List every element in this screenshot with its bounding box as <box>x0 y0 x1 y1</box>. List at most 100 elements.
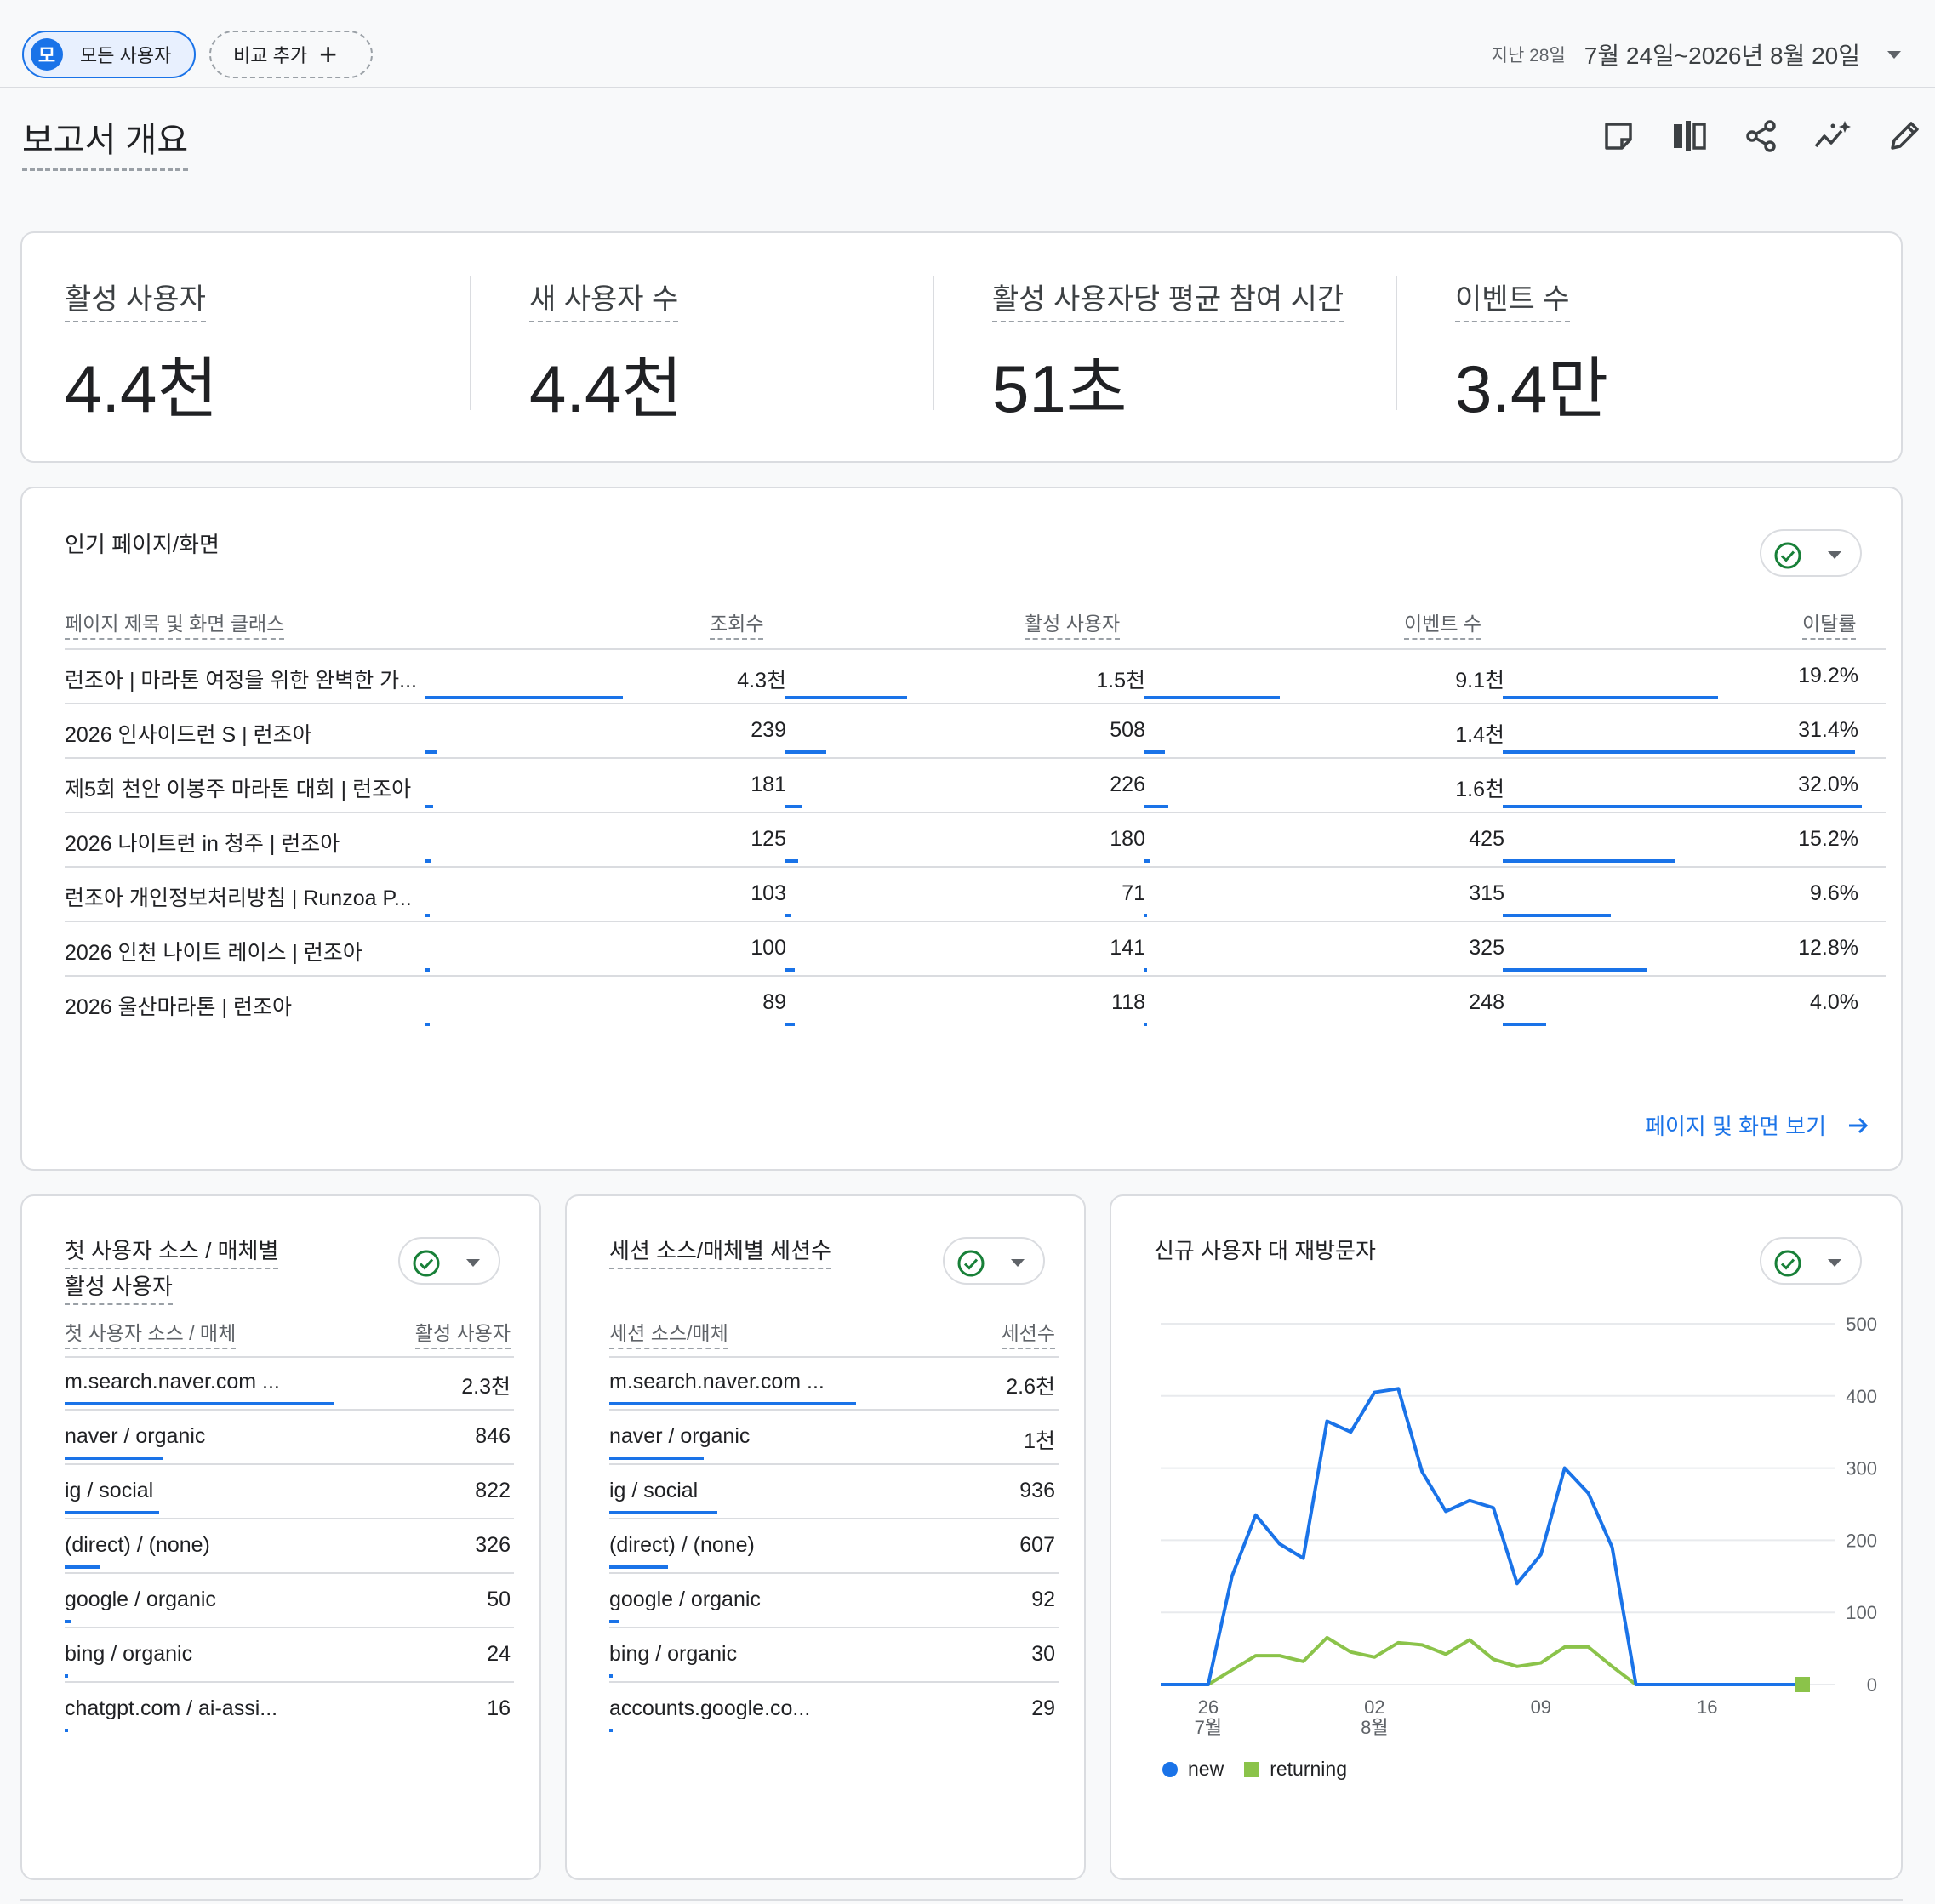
source-cell[interactable]: accounts.google.co... <box>609 1696 811 1720</box>
y-tick-label: 0 <box>1867 1674 1877 1696</box>
table-cell-users: 118 <box>1111 990 1145 1014</box>
new-vs-returning-card: 신규 사용자 대 재방문자 0 100 200 300 400 500 26 7월 02 8월 09… <box>1110 1194 1903 1880</box>
metric-active-users[interactable]: 활성 사용자 4.4천 <box>65 276 218 431</box>
source-cell[interactable]: m.search.naver.com ... <box>609 1370 825 1394</box>
metric-new-users[interactable]: 새 사용자 수 4.4천 <box>529 276 682 431</box>
edit-icon[interactable] <box>1886 117 1923 155</box>
table-cell-views: 239 <box>751 718 786 742</box>
source-cell[interactable]: m.search.naver.com ... <box>65 1370 280 1394</box>
table-divider <box>65 648 1886 650</box>
comparison-check-dropdown[interactable] <box>398 1237 500 1285</box>
table-cell-views: 125 <box>751 827 786 851</box>
caret-down-icon <box>1828 551 1841 559</box>
segment-chip-all-users[interactable]: 모 모든 사용자 <box>22 31 196 78</box>
insights-icon[interactable] <box>1814 117 1852 155</box>
note-icon[interactable] <box>1600 117 1637 155</box>
value-cell: 607 <box>1019 1533 1055 1557</box>
comparison-check-dropdown[interactable] <box>1760 529 1862 577</box>
page-title-cell[interactable]: 런조아 | 마라톤 여정을 위한 완벽한 가... <box>65 669 418 693</box>
source-bar <box>65 1457 164 1460</box>
column-header-active-users[interactable]: 활성 사용자 <box>1025 607 1121 640</box>
page-title-cell[interactable]: 2026 나이트런 in 청주 | 런조아 <box>65 832 340 856</box>
metric-avg-engagement[interactable]: 활성 사용자당 평균 참여 시간 51초 <box>992 276 1344 431</box>
table-divider <box>65 1518 514 1519</box>
value-cell: 30 <box>1031 1642 1055 1666</box>
column-header-views[interactable]: 조회수 <box>710 607 764 640</box>
column-header-bounce-rate[interactable]: 이탈률 <box>1802 607 1857 640</box>
column-header-session-source[interactable]: 세션 소스/매체 <box>609 1317 728 1349</box>
source-cell[interactable]: google / organic <box>609 1588 761 1611</box>
metric-label: 활성 사용자 <box>65 276 206 322</box>
date-range-picker[interactable]: 지난 28일 7월 24일~2026년 8월 20일 <box>1492 37 1901 71</box>
page-title-cell[interactable]: 제5회 천안 이봉주 마라톤 대회 | 런조아 <box>65 778 412 801</box>
source-cell[interactable]: naver / organic <box>609 1424 751 1448</box>
source-bar <box>65 1729 68 1732</box>
series-point-returning-last[interactable] <box>1795 1677 1810 1692</box>
metric-event-count[interactable]: 이벤트 수 3.4만 <box>1455 276 1608 431</box>
source-cell[interactable]: bing / organic <box>65 1642 193 1666</box>
table-bar-bounce <box>1503 1023 1546 1026</box>
table-bar-bounce <box>1503 859 1675 863</box>
add-comparison-button[interactable]: 비교 추가 + <box>209 31 373 78</box>
page-title-cell[interactable]: 2026 인천 나이트 레이스 | 런조아 <box>65 941 362 965</box>
table-bar-views <box>425 805 434 808</box>
source-cell[interactable]: (direct) / (none) <box>609 1533 755 1557</box>
table-cell-events: 315 <box>1469 881 1504 905</box>
value-cell: 92 <box>1031 1588 1055 1611</box>
table-bar-views <box>425 750 437 754</box>
view-pages-link[interactable]: 페이지 및 화면 보기 <box>1645 1109 1870 1141</box>
page-title-cell[interactable]: 2026 인사이드런 S | 런조아 <box>65 723 312 747</box>
share-icon[interactable] <box>1743 117 1780 155</box>
source-bar <box>609 1457 704 1460</box>
caret-down-icon <box>1828 1259 1841 1267</box>
source-cell[interactable]: google / organic <box>65 1588 216 1611</box>
column-header-source[interactable]: 첫 사용자 소스 / 매체 <box>65 1317 237 1349</box>
check-circle-icon <box>1774 1250 1801 1277</box>
source-bar <box>65 1620 71 1623</box>
table-cell-events: 9.1천 <box>1455 669 1504 693</box>
value-cell: 16 <box>487 1696 511 1720</box>
page-title-cell[interactable]: 2026 울산마라톤 | 런조아 <box>65 995 292 1019</box>
column-header-page-title[interactable]: 페이지 제목 및 화면 클래스 <box>65 607 285 640</box>
source-bar <box>65 1674 69 1678</box>
table-cell-views: 181 <box>751 772 786 796</box>
report-toolbar <box>1600 117 1923 155</box>
compare-columns-icon[interactable] <box>1671 117 1709 155</box>
legend-swatch-returning <box>1244 1761 1260 1777</box>
y-tick-label: 400 <box>1846 1386 1877 1407</box>
series-line-returning[interactable] <box>1161 1635 1802 1686</box>
table-divider <box>65 757 1886 759</box>
table-cell-users: 508 <box>1110 718 1145 742</box>
source-cell[interactable]: bing / organic <box>609 1642 738 1666</box>
table-cell-users: 71 <box>1122 881 1145 905</box>
table-divider <box>609 1518 1059 1519</box>
table-cell-bounce: 4.0% <box>1810 990 1858 1014</box>
source-bar <box>65 1511 159 1514</box>
comparison-check-dropdown[interactable] <box>943 1237 1045 1285</box>
comparison-check-dropdown[interactable] <box>1760 1237 1862 1285</box>
source-cell[interactable]: (direct) / (none) <box>65 1533 210 1557</box>
source-cell[interactable]: chatgpt.com / ai-assi... <box>65 1696 278 1720</box>
date-range-value: 7월 24일~2026년 8월 20일 <box>1584 43 1860 69</box>
table-cell-users: 141 <box>1110 936 1145 960</box>
column-header-sessions[interactable]: 세션수 <box>1001 1317 1055 1349</box>
source-cell[interactable]: ig / social <box>609 1479 699 1502</box>
source-cell[interactable]: naver / organic <box>65 1424 206 1448</box>
view-pages-label: 페이지 및 화면 보기 <box>1644 1114 1826 1139</box>
table-divider <box>65 1627 514 1628</box>
page-title-cell[interactable]: 런조아 개인정보처리방침 | Runzoa P... <box>65 886 412 910</box>
table-bar-events <box>1144 968 1148 972</box>
date-range-last: 지난 28일 <box>1491 46 1566 66</box>
plus-icon: + <box>319 37 338 71</box>
column-header-events[interactable]: 이벤트 수 <box>1404 607 1482 640</box>
table-cell-bounce: 12.8% <box>1798 936 1858 960</box>
value-cell: 2.6천 <box>1006 1375 1055 1399</box>
series-line-new[interactable] <box>1161 1387 1802 1686</box>
y-tick-label: 200 <box>1846 1530 1877 1551</box>
table-bar-bounce <box>1503 805 1862 808</box>
source-bar <box>65 1402 334 1405</box>
column-header-active-users[interactable]: 활성 사용자 <box>414 1317 511 1349</box>
source-cell[interactable]: ig / social <box>65 1479 154 1502</box>
y-tick-label: 500 <box>1846 1314 1877 1335</box>
